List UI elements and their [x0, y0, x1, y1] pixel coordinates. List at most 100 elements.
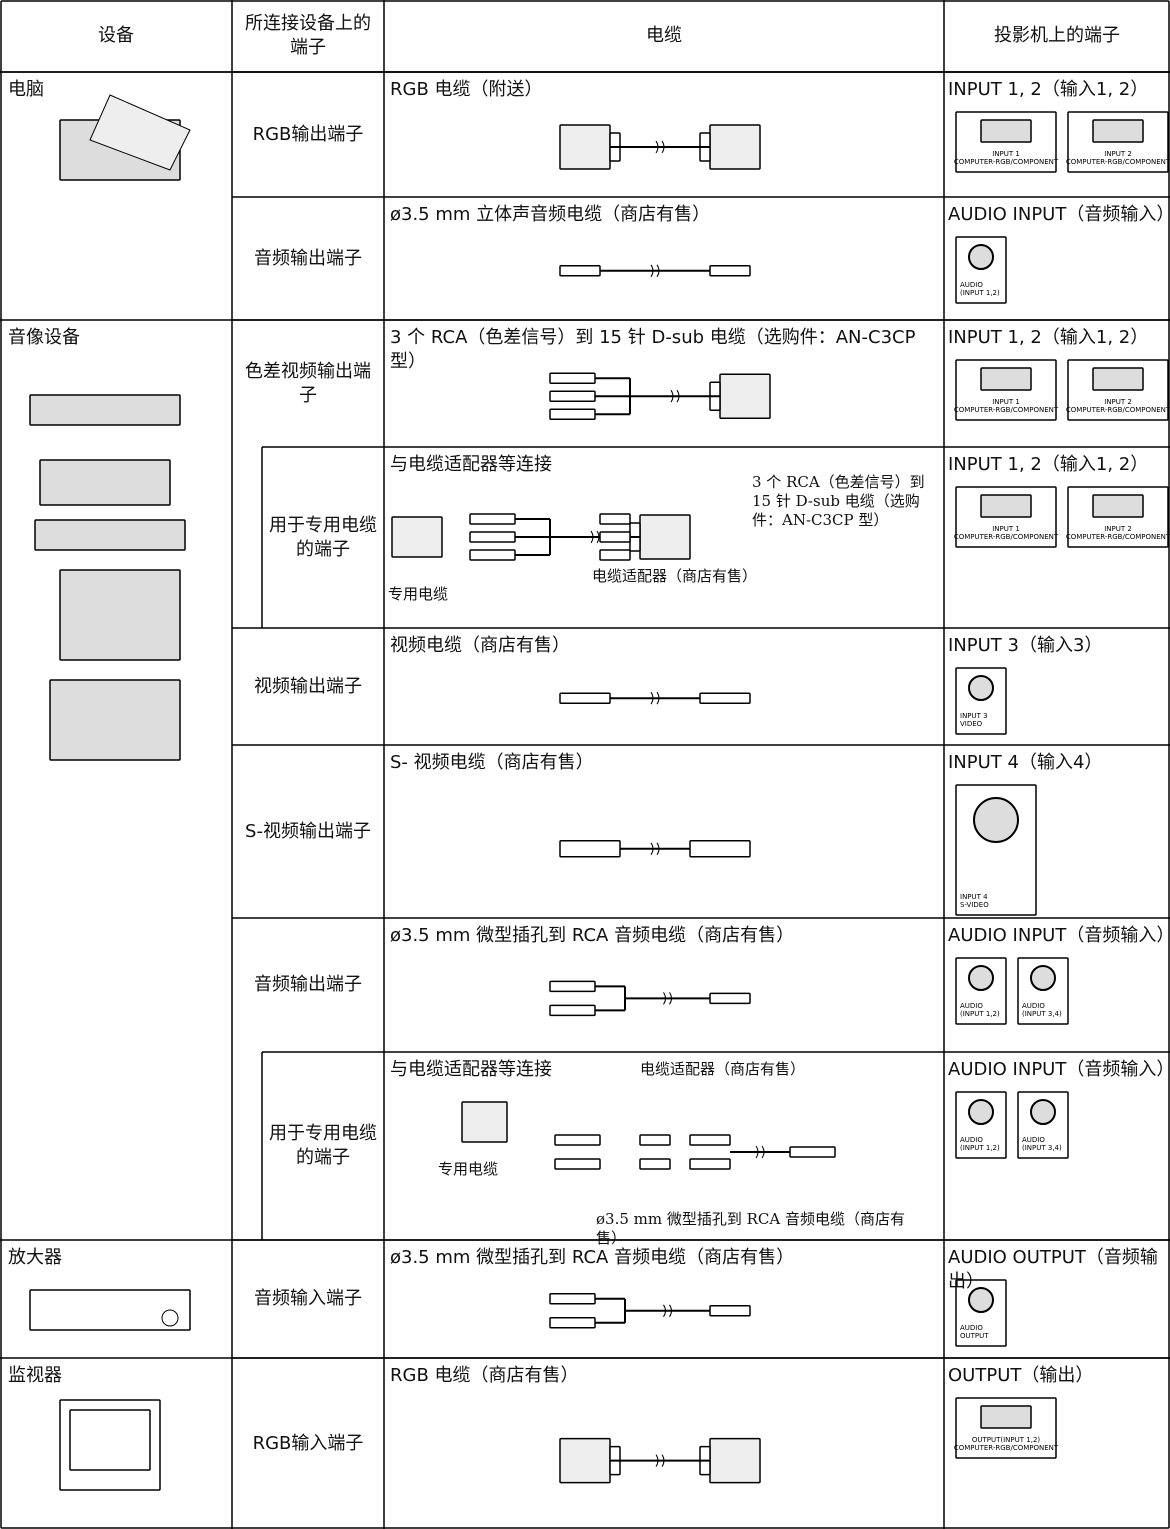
device-icon — [59, 569, 181, 661]
port-label: INPUT 1 — [992, 150, 1020, 158]
port-label: AUDIO — [960, 1136, 983, 1144]
header-cell: 设备 — [98, 25, 134, 46]
port-title: INPUT 4（输入4） — [948, 752, 1103, 773]
connector — [709, 1305, 751, 1317]
port-icon — [1030, 965, 1056, 991]
connector — [469, 549, 516, 561]
port-title: AUDIO INPUT（音频输入） — [948, 204, 1170, 225]
squiggle — [650, 691, 660, 705]
port-label: OUTPUT(INPUT 1,2) — [972, 1436, 1041, 1444]
port-icon — [980, 1405, 1032, 1429]
squiggle — [755, 1145, 765, 1159]
cable-title: 与电缆适配器等连接 — [390, 1059, 552, 1080]
device-icon — [89, 94, 191, 171]
port-label: AUDIO — [960, 1324, 983, 1332]
terminal: S-视频输出端子 — [245, 820, 371, 842]
cable-note: 3 个 RCA（色差信号）到 15 针 D-sub 电缆（选购件：AN-C3CP… — [752, 473, 925, 529]
squiggle — [655, 1454, 665, 1467]
port-label: OUTPUT — [960, 1332, 989, 1340]
port-label: INPUT 3 — [960, 712, 988, 720]
connector — [549, 980, 596, 993]
port-title: AUDIO INPUT（音频输入） — [948, 1059, 1170, 1080]
connector — [639, 1134, 671, 1146]
port-label: COMPUTER-RGB/COMPONENT — [954, 1444, 1059, 1452]
cable-note: ø3.5 mm 微型插孔到 RCA 音频电缆（商店有售） — [596, 1210, 906, 1247]
connector — [639, 514, 691, 560]
port-label: S-VIDEO — [960, 901, 989, 909]
connector — [559, 265, 601, 277]
terminal: 用于专用电缆的端子 — [269, 514, 377, 560]
connector — [549, 1293, 596, 1305]
port-label: COMPUTER-RGB/COMPONENT — [954, 533, 1059, 541]
connector — [554, 1134, 601, 1146]
cable-title: RGB 电缆（附送） — [390, 79, 543, 100]
port-label: COMPUTER-RGB/COMPONENT — [1066, 533, 1170, 541]
device-name: 监视器 — [8, 1365, 62, 1386]
port-icon — [968, 675, 994, 701]
connector — [709, 1437, 761, 1484]
terminal: RGB输入端子 — [252, 1432, 364, 1454]
port-icon — [968, 244, 994, 270]
terminal: 用于专用电缆的端子 — [269, 1123, 377, 1168]
port-label: AUDIO — [1022, 1002, 1045, 1010]
device-name: 电脑 — [8, 79, 44, 100]
cable-title: ø3.5 mm 微型插孔到 RCA 音频电缆（商店有售） — [390, 1247, 795, 1268]
squiggle — [663, 1304, 672, 1318]
device-icon — [161, 1309, 179, 1327]
connector — [599, 549, 631, 561]
connector — [469, 531, 516, 543]
port-label: COMPUTER-RGB/COMPONENT — [1066, 406, 1170, 414]
device-icon — [34, 519, 186, 551]
port-label: COMPUTER-RGB/COMPONENT — [954, 158, 1059, 166]
squiggle — [650, 264, 660, 278]
port-label: (INPUT 1,2) — [960, 1144, 1000, 1152]
cable-title: 3 个 RCA（色差信号）到 15 针 D-sub 电缆（选购件：AN-C3CP… — [390, 327, 916, 372]
port-title: INPUT 1, 2（输入1, 2） — [948, 454, 1149, 475]
port-icon — [1092, 119, 1144, 143]
connector — [689, 1158, 731, 1170]
connector — [549, 1004, 596, 1017]
cable-title: S- 视频电缆（商店有售） — [390, 752, 594, 773]
connector — [391, 516, 443, 558]
cable-title: ø3.5 mm 立体声音频电缆（商店有售） — [390, 204, 711, 225]
cable-note: 专用电缆 — [438, 1160, 499, 1178]
port-label: COMPUTER-RGB/COMPONENT — [1066, 158, 1170, 166]
device-icon — [69, 1409, 151, 1471]
squiggle — [663, 992, 672, 1005]
port-title: INPUT 3（输入3） — [948, 635, 1103, 656]
device-icon — [29, 394, 181, 426]
port-title: INPUT 1, 2（输入1, 2） — [948, 327, 1149, 348]
connector — [554, 1158, 601, 1170]
cable-title: ø3.5 mm 微型插孔到 RCA 音频电缆（商店有售） — [390, 925, 795, 946]
port-label: AUDIO — [960, 281, 983, 289]
port-icon — [980, 119, 1032, 143]
port-icon — [968, 965, 994, 991]
port-icon — [968, 1099, 994, 1125]
connector — [719, 373, 771, 419]
port-label: (INPUT 3,4) — [1022, 1144, 1062, 1152]
port-label: INPUT 1 — [992, 525, 1020, 533]
device-icon — [39, 459, 171, 506]
port-title: AUDIO INPUT（音频输入） — [948, 925, 1170, 946]
cable-note: 电缆适配器（商店有售） — [592, 567, 758, 585]
port-icon — [1030, 1099, 1056, 1125]
squiggle — [590, 530, 600, 544]
port-label: INPUT 2 — [1104, 398, 1132, 406]
device-icon — [49, 679, 181, 761]
port-label: AUDIO — [960, 1002, 983, 1010]
device-icon — [29, 1289, 191, 1331]
connector — [699, 692, 751, 704]
port-icon — [1092, 367, 1144, 391]
connector — [689, 1134, 731, 1146]
squiggle — [650, 842, 660, 856]
device-name: 音像设备 — [8, 327, 80, 348]
port-label: INPUT 1 — [992, 398, 1020, 406]
terminal: 色差视频输出端子 — [245, 360, 371, 406]
port-icon — [973, 797, 1019, 843]
connector — [549, 390, 596, 402]
terminal: 视频输出端子 — [254, 675, 362, 697]
port-label: COMPUTER-RGB/COMPONENT — [954, 406, 1059, 414]
port-label: INPUT 2 — [1104, 150, 1132, 158]
connector — [549, 372, 596, 384]
connector — [599, 531, 631, 543]
